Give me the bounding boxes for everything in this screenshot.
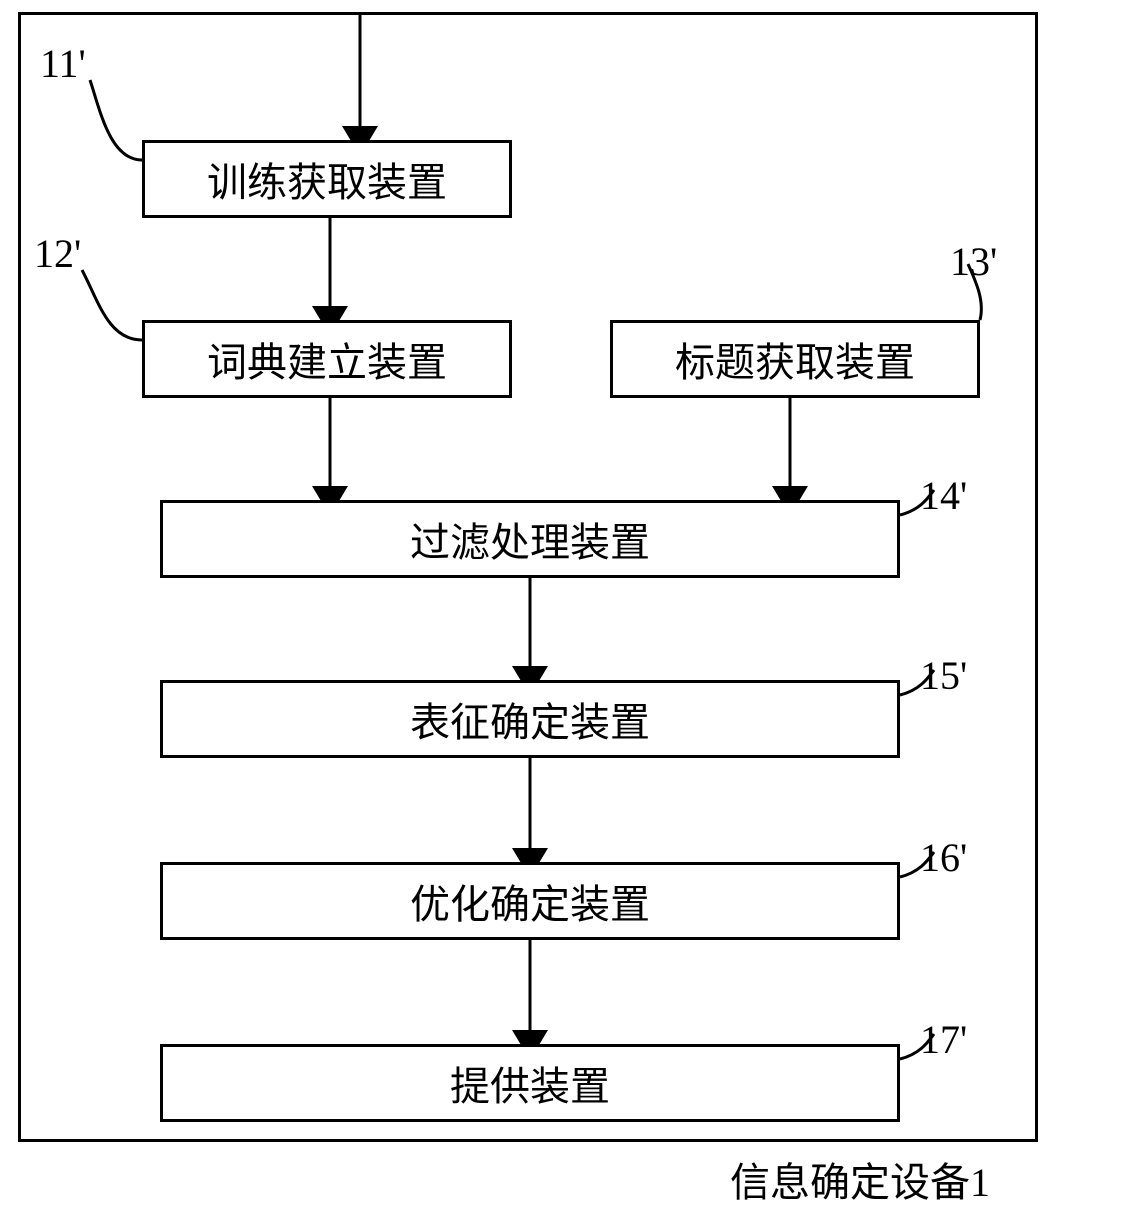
node-n17: 提供装置: [160, 1044, 900, 1122]
node-label: 训练获取装置: [207, 150, 447, 208]
node-label: 表征确定装置: [410, 690, 650, 748]
node-label: 词典建立装置: [207, 330, 447, 388]
ref-label-n17: 17': [920, 1016, 967, 1063]
node-n14: 过滤处理装置: [160, 500, 900, 578]
ref-label-n13: 13': [950, 238, 997, 285]
node-n16: 优化确定装置: [160, 862, 900, 940]
diagram-canvas: 信息确定设备1 训练获取装置 11' 词典建立装置 12' 标题获取装置 13' 过滤处理装…: [0, 0, 1144, 1224]
ref-label-n14: 14': [920, 472, 967, 519]
node-label: 标题获取装置: [675, 330, 915, 388]
ref-label-n15: 15': [920, 652, 967, 699]
node-label: 提供装置: [450, 1054, 610, 1112]
ref-label-n12: 12': [34, 230, 81, 277]
node-n15: 表征确定装置: [160, 680, 900, 758]
device-label: 信息确定设备1: [730, 1150, 990, 1208]
node-n13: 标题获取装置: [610, 320, 980, 398]
node-label: 过滤处理装置: [410, 510, 650, 568]
node-n12: 词典建立装置: [142, 320, 512, 398]
ref-label-n16: 16': [920, 834, 967, 881]
node-label: 优化确定装置: [410, 872, 650, 930]
ref-label-n11: 11': [40, 40, 86, 87]
node-n11: 训练获取装置: [142, 140, 512, 218]
